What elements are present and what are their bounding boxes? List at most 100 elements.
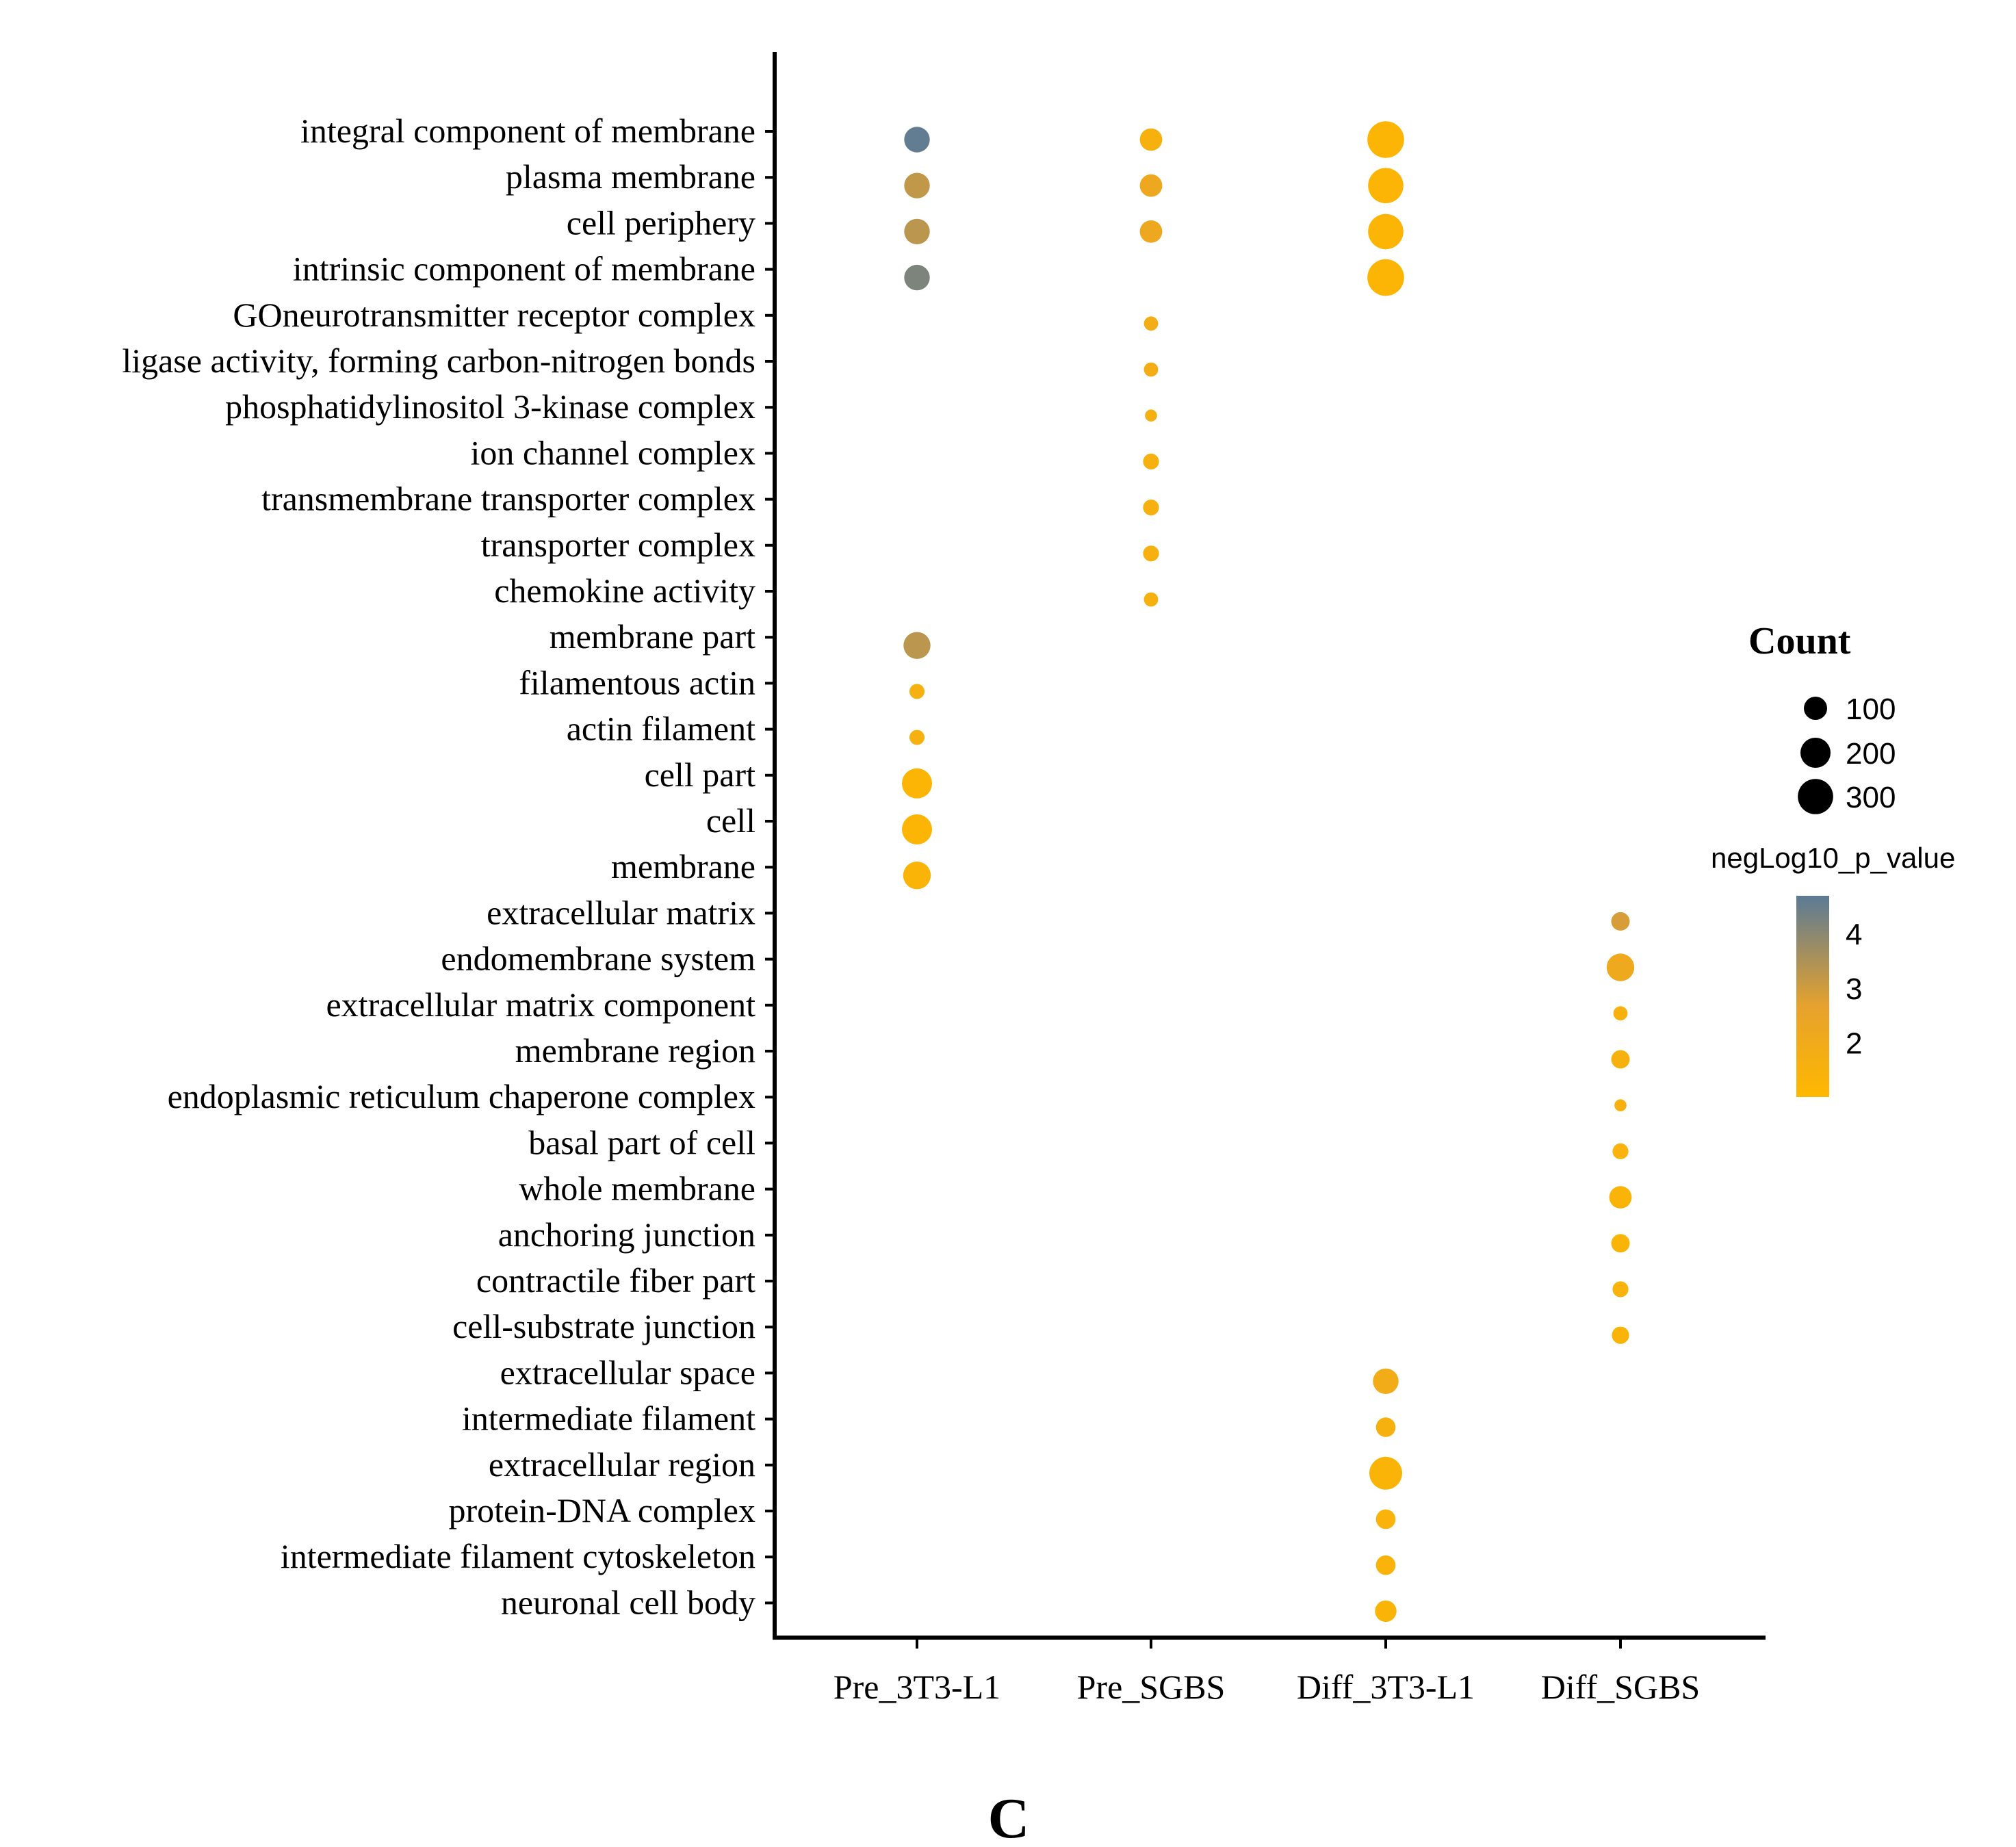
y-tick-label: endoplasmic reticulum chaperone complex [168, 1077, 755, 1115]
y-tick-label: actin filament [567, 710, 755, 748]
y-tick-label: ligase activity, forming carbon-nitrogen… [122, 341, 755, 380]
x-axis-ticks [916, 1638, 1622, 1649]
size-legend-label: 100 [1846, 693, 1896, 726]
y-tick-label: membrane [611, 847, 755, 886]
y-tick-label: transmembrane transporter complex [261, 480, 755, 518]
data-point [902, 768, 932, 799]
x-axis-labels: Pre_3T3-L1 Pre_SGBS Diff_3T3-L1 Diff_SGBS [833, 1668, 1700, 1706]
y-tick-label: membrane region [515, 1031, 755, 1070]
data-points [902, 121, 1635, 1623]
x-tick-label: Pre_SGBS [1077, 1668, 1226, 1706]
y-tick-label: intermediate filament [462, 1399, 755, 1438]
data-point [903, 862, 931, 890]
plot-area: integral component of membrane plasma mem… [122, 52, 1766, 1706]
y-tick-label: plasma membrane [506, 157, 755, 196]
y-tick-label: GOneurotransmitter receptor complex [233, 296, 755, 334]
color-legend-label: 2 [1846, 1027, 1862, 1061]
data-point [1612, 1281, 1629, 1297]
y-tick-label: cell periphery [567, 203, 755, 242]
data-point [1606, 953, 1635, 981]
y-tick-label: whole membrane [519, 1170, 755, 1208]
y-tick-label: basal part of cell [528, 1123, 755, 1161]
legend: Count 100 200 300 negLog10_p_value 4 3 2 [1711, 620, 1955, 1097]
color-legend-bar [1796, 896, 1829, 1097]
y-tick-label: neuronal cell body [501, 1583, 755, 1621]
data-point [903, 632, 931, 659]
data-point [1369, 1456, 1402, 1490]
x-tick-label: Pre_3T3-L1 [833, 1668, 1000, 1706]
y-tick-label: transporter complex [481, 526, 755, 564]
data-point [1613, 1006, 1628, 1021]
y-tick-label: phosphatidylinositol 3-kinase complex [225, 387, 755, 426]
y-tick-label: protein-DNA complex [448, 1491, 755, 1529]
color-legend-title: negLog10_p_value [1711, 842, 1955, 874]
data-point [909, 684, 925, 699]
data-point [1367, 259, 1404, 296]
y-tick-label: cell-substrate junction [452, 1307, 755, 1345]
panel-label: C [988, 1787, 1030, 1847]
y-tick-label: extracellular space [500, 1353, 755, 1391]
size-legend-dot [1804, 697, 1827, 720]
data-point [1611, 912, 1630, 931]
color-legend-ticks: 4 3 2 [1829, 918, 1862, 1061]
data-point [1375, 1417, 1396, 1437]
y-tick-label: extracellular matrix [487, 893, 755, 931]
data-point [1373, 1368, 1399, 1395]
y-tick-label: filamentous actin [519, 663, 755, 701]
y-tick-label: intermediate filament cytoskeleton [281, 1537, 755, 1575]
data-point [1139, 220, 1163, 243]
y-tick-label: ion channel complex [470, 433, 755, 472]
data-point [1143, 500, 1159, 516]
data-point [1139, 174, 1163, 197]
data-point [1614, 1099, 1627, 1111]
data-point [1609, 1186, 1632, 1209]
data-point [1145, 409, 1157, 422]
y-tick-label: endomembrane system [441, 940, 755, 978]
color-legend-label: 3 [1846, 972, 1862, 1006]
data-point [1612, 1143, 1629, 1159]
data-point [1375, 1555, 1396, 1575]
data-point [1611, 1234, 1630, 1253]
data-point [1367, 121, 1404, 158]
data-point [1143, 453, 1159, 470]
x-tick-label: Diff_SGBS [1541, 1668, 1700, 1706]
data-point [1143, 592, 1159, 607]
data-point [904, 127, 930, 153]
y-tick-label: extracellular region [489, 1445, 755, 1484]
y-tick-label: cell part [645, 755, 756, 794]
y-tick-label: anchoring junction [498, 1215, 755, 1254]
y-axis-ticks [765, 130, 775, 1605]
data-point [1139, 128, 1163, 151]
data-point [1368, 214, 1404, 250]
data-point [1143, 545, 1159, 562]
y-tick-label: membrane part [550, 617, 755, 656]
data-point [1611, 1050, 1630, 1069]
data-point [1375, 1600, 1397, 1623]
data-point [904, 172, 930, 198]
data-point [1368, 168, 1404, 203]
color-legend-label: 4 [1846, 918, 1862, 952]
y-tick-label: integral component of membrane [300, 112, 755, 150]
size-legend-title: Count [1748, 620, 1851, 662]
y-tick-label: extracellular matrix component [326, 985, 755, 1024]
size-legend-dot [1798, 779, 1833, 814]
y-tick-label: cell [706, 801, 755, 840]
size-legend-dot [1800, 738, 1831, 768]
data-point [904, 264, 930, 291]
data-point [1375, 1509, 1396, 1529]
size-legend-items: 100 200 300 [1798, 693, 1896, 814]
y-tick-label: contractile fiber part [476, 1261, 755, 1300]
y-tick-label: chemokine activity [494, 571, 755, 610]
data-point [909, 729, 925, 745]
y-axis-labels: integral component of membrane plasma mem… [122, 112, 755, 1621]
data-point [904, 218, 930, 245]
data-point [1612, 1326, 1629, 1344]
data-point [902, 814, 932, 844]
size-legend-label: 300 [1846, 781, 1896, 814]
data-point [1143, 362, 1159, 377]
y-tick-label: intrinsic component of membrane [293, 250, 755, 288]
size-legend-label: 200 [1846, 737, 1896, 771]
data-point [1143, 316, 1159, 331]
x-tick-label: Diff_3T3-L1 [1297, 1668, 1475, 1706]
